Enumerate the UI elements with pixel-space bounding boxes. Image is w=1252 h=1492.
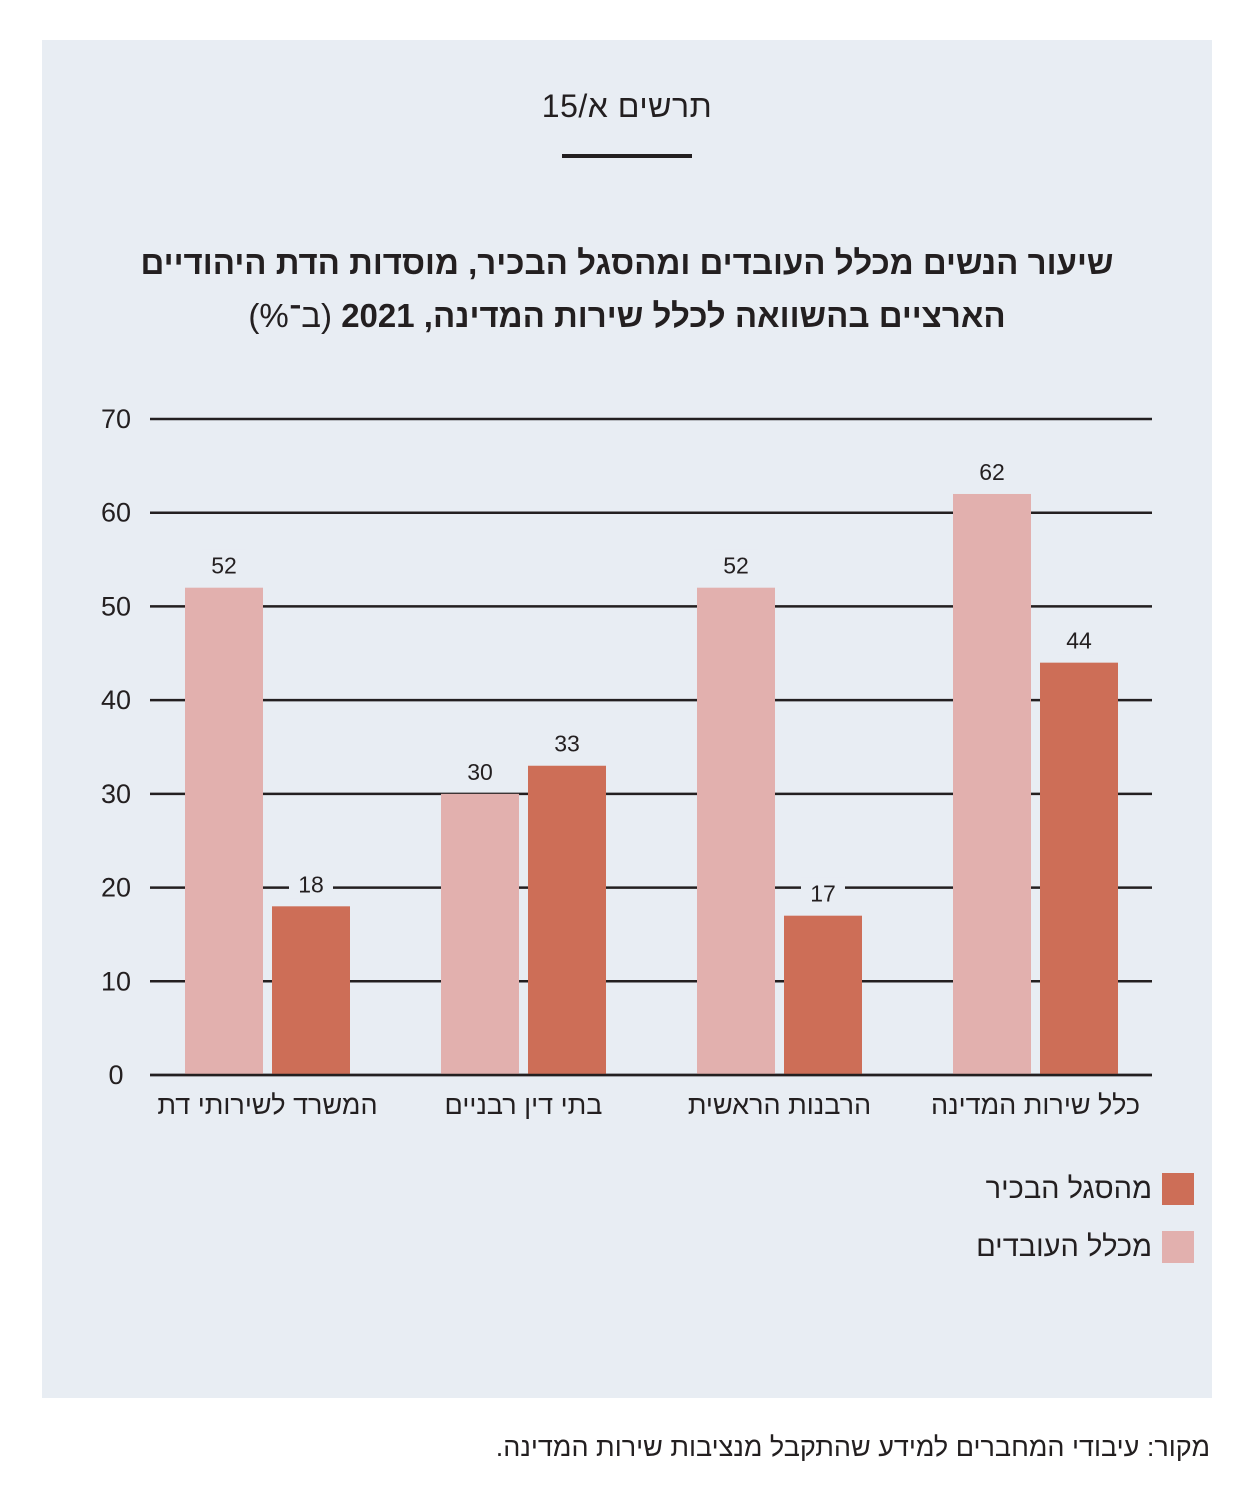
category-label-2: בתי דין רבניים xyxy=(445,1090,603,1120)
y-tick-label-30: 30 xyxy=(101,779,131,809)
legend-label-all: מכלל העובדים xyxy=(976,1230,1152,1263)
labels: 0 10 20 30 40 50 60 70 62 44 כלל שירות המדינה 52 17 ה… xyxy=(101,404,1140,1120)
value-label-bg xyxy=(1057,624,1101,655)
bar-senior-2 xyxy=(528,765,606,1075)
y-tick-label-20: 20 xyxy=(101,873,131,903)
bars xyxy=(150,455,1152,1077)
value-label-bg xyxy=(970,455,1014,486)
source-note: מקור: עיבודי המחברים למידע שהתקבל מנציבו… xyxy=(495,1432,1210,1462)
bar-all-0 xyxy=(953,493,1031,1075)
title-divider xyxy=(562,154,692,158)
legend-label-senior: מהסגל הבכיר xyxy=(985,1172,1152,1205)
y-tick-label-10: 10 xyxy=(101,966,131,996)
value-label-bg xyxy=(545,727,589,758)
category-label-0: כלל שירות המדינה xyxy=(931,1090,1140,1120)
y-tick-label-60: 60 xyxy=(101,498,131,528)
figure-label: תרשים א/15 xyxy=(541,88,713,124)
legend-item-all: מכלל העובדים xyxy=(976,1230,1194,1264)
value-label-bg xyxy=(289,868,333,899)
bar-senior-1 xyxy=(784,915,862,1075)
value-label-all-2: 30 xyxy=(467,759,493,785)
chart-title: שיעור הנשים מכלל העובדים ומהסגל הבכיר, מ… xyxy=(72,236,1182,342)
value-label-senior-1: 17 xyxy=(810,881,836,907)
chart-title-line1: שיעור הנשים מכלל העובדים ומהסגל הבכיר, מ… xyxy=(140,244,1114,281)
legend-swatch-all xyxy=(1162,1231,1194,1263)
value-label-bg xyxy=(714,549,758,580)
bar-all-2 xyxy=(441,793,519,1075)
legend: מהסגל הבכיר מכלל העובדים xyxy=(976,1172,1194,1288)
value-label-senior-3: 18 xyxy=(298,871,324,897)
category-label-1: הרבנות הראשית xyxy=(688,1090,871,1120)
value-label-senior-0: 44 xyxy=(1066,628,1092,654)
value-label-senior-2: 33 xyxy=(554,731,580,757)
y-tick-label-50: 50 xyxy=(101,591,131,621)
chart-title-line2: הארציים בהשוואה לכלל שירות המדינה, 2021 … xyxy=(72,289,1182,342)
value-label-bg xyxy=(801,877,845,908)
value-label-bg xyxy=(458,755,502,786)
category-label-3: המשרד לשירותי דת xyxy=(157,1090,377,1120)
value-label-all-3: 52 xyxy=(211,553,237,579)
y-tick-label-70: 70 xyxy=(101,404,131,434)
y-tick-label-0: 0 xyxy=(108,1060,123,1090)
value-label-bg xyxy=(202,549,246,580)
value-label-all-0: 62 xyxy=(979,459,1005,485)
legend-swatch-senior xyxy=(1162,1173,1194,1205)
bar-all-3 xyxy=(185,587,263,1075)
bar-all-1 xyxy=(697,587,775,1075)
y-tick-label-40: 40 xyxy=(101,685,131,715)
bar-senior-3 xyxy=(272,906,350,1075)
bar-senior-0 xyxy=(1040,662,1118,1075)
legend-item-senior: מהסגל הבכיר xyxy=(976,1172,1194,1206)
value-label-all-1: 52 xyxy=(723,553,749,579)
chart-title-line2-bold: הארציים בהשוואה לכלל שירות המדינה, 2021 xyxy=(341,297,1006,334)
chart-title-unit: (ב־%) xyxy=(248,297,333,334)
